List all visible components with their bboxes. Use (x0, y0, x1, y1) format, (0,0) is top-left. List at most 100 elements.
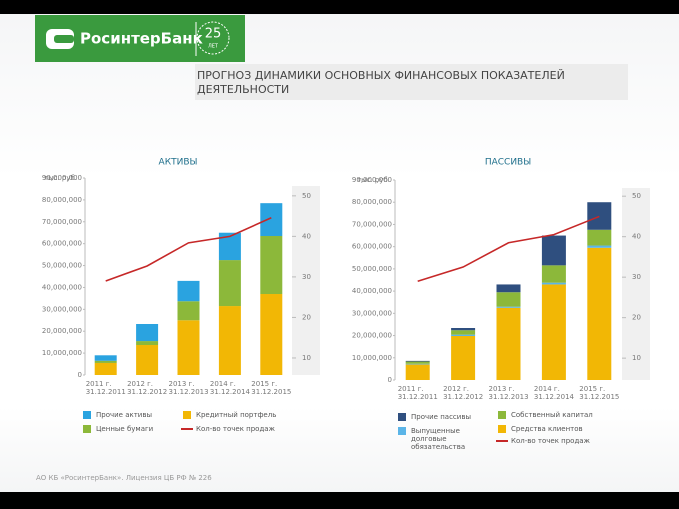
bar-segment (260, 294, 283, 375)
legend-label: Кол-во точек продаж (511, 437, 590, 445)
legend-label: Выпущенные долговые обязательства (411, 427, 466, 451)
y-tick-label: 90,000,000 (42, 174, 82, 182)
y2-tick-label: 10 (302, 354, 311, 362)
bar-segment (405, 363, 430, 365)
bar-segment (177, 320, 200, 375)
y-tick-label: 20,000,000 (352, 332, 392, 340)
x-tick-label: 2015 г. 31.12.2015 (579, 385, 620, 401)
y2-axis-strip (622, 188, 650, 380)
legend-label: Прочие активы (96, 411, 153, 419)
bar-segment (218, 306, 241, 375)
logo-circle (196, 21, 230, 55)
y2-tick-label: 20 (302, 313, 311, 321)
y-tick-label: 60,000,000 (42, 240, 82, 248)
bar-segment (587, 245, 612, 248)
y-tick-label: 50,000,000 (352, 265, 392, 273)
y-tick-label: 70,000,000 (352, 220, 392, 228)
bar-segment (451, 336, 476, 380)
bar-segment (405, 361, 430, 364)
y-tick-label: 30,000,000 (42, 305, 82, 313)
bar-segment (136, 341, 159, 346)
chart-title: АКТИВЫ (159, 158, 198, 168)
title-bg (195, 64, 628, 100)
bar-segment (260, 236, 283, 295)
y2-tick-label: 50 (632, 192, 641, 200)
slide-title: ПРОГНОЗ ДИНАМИКИ ОСНОВНЫХ ФИНАНСОВЫХ ПОК… (197, 69, 565, 96)
legend-label: Кол-во точек продаж (196, 425, 275, 433)
x-tick-label: 2011 г. 31.12.2011 (85, 380, 126, 396)
logo-icon-cut (54, 35, 74, 43)
legend-swatch (183, 411, 191, 419)
y-axis-label: тыс. руб. (357, 176, 390, 184)
bar-segment (218, 232, 241, 261)
y-tick-label: 40,000,000 (42, 283, 82, 291)
bar-segment (136, 323, 159, 342)
bar-segment (218, 260, 241, 307)
x-tick-label: 2012 г. 31.12.2012 (443, 385, 484, 401)
anniversary: 25 (205, 27, 222, 42)
legend-label: Средства клиентов (511, 425, 583, 433)
x-tick-label: 2014 г. 31.12.2014 (209, 380, 250, 396)
legend-label: Собственный капитал (511, 411, 593, 419)
legend-swatch (498, 425, 506, 433)
bar-segment (94, 355, 117, 361)
y-tick-label: 40,000,000 (352, 287, 392, 295)
bar-segment (177, 301, 200, 321)
legend-label: Ценные бумаги (96, 425, 154, 433)
chart-title: ПАССИВЫ (485, 158, 531, 168)
bar-segment (587, 202, 612, 230)
bottom-bar (0, 492, 679, 509)
y-tick-label: 80,000,000 (352, 198, 392, 206)
line-series (417, 215, 600, 282)
x-tick-label: 2015 г. 31.12.2015 (251, 380, 292, 396)
y-tick-label: 90,000,000 (352, 176, 392, 184)
top-bar (0, 0, 679, 14)
y-tick-label: 0 (78, 371, 82, 379)
bar-segment (541, 265, 566, 283)
legend-swatch (83, 425, 91, 433)
y2-tick-label: 30 (632, 273, 641, 281)
legend-swatch (398, 413, 406, 421)
y-axis-label: тыс. руб. (44, 174, 77, 182)
legend-label: Прочие пассивы (411, 413, 471, 421)
y-tick-label: 0 (388, 376, 392, 384)
y2-tick-label: 50 (302, 192, 311, 200)
y-tick-label: 70,000,000 (42, 218, 82, 226)
bar-segment (136, 345, 159, 375)
bar-segment (405, 364, 430, 380)
legend-swatch (498, 411, 506, 419)
bar-segment (587, 247, 612, 380)
bar-segment (496, 292, 521, 307)
y-tick-label: 20,000,000 (42, 327, 82, 335)
bar-segment (451, 328, 476, 331)
y2-tick-label: 10 (632, 354, 641, 362)
bar-segment (451, 330, 476, 335)
x-tick-label: 2013 г. 31.12.2013 (168, 380, 209, 396)
y-tick-label: 80,000,000 (42, 196, 82, 204)
y2-tick-label: 20 (632, 314, 641, 322)
bar-segment (541, 282, 566, 285)
x-tick-label: 2013 г. 31.12.2013 (488, 385, 529, 401)
x-tick-label: 2011 г. 31.12.2011 (397, 385, 438, 401)
bar-segment (541, 235, 566, 266)
bar-segment (496, 284, 521, 293)
anniversary-unit: ЛЕТ (208, 44, 219, 50)
bar-segment (177, 280, 200, 302)
x-tick-label: 2014 г. 31.12.2014 (533, 385, 574, 401)
bar-segment (496, 307, 521, 380)
bar-segment (587, 229, 612, 246)
bar-segment (94, 362, 117, 375)
y-tick-label: 50,000,000 (42, 262, 82, 270)
y-tick-label: 30,000,000 (352, 309, 392, 317)
logo-text: РосинтерБанк (80, 30, 203, 48)
y-tick-label: 10,000,000 (42, 349, 82, 357)
y2-axis-strip (292, 186, 320, 375)
footer: АО КБ «РосинтерБанк». Лицензия ЦБ РФ № 2… (36, 474, 212, 482)
line-series (105, 216, 272, 282)
bar-segment (541, 284, 566, 380)
bar-segment (496, 306, 521, 308)
legend-swatch (398, 427, 406, 435)
y2-tick-label: 40 (632, 233, 641, 241)
bar-segment (94, 360, 117, 363)
legend-label: Кредитный портфель (196, 411, 277, 419)
